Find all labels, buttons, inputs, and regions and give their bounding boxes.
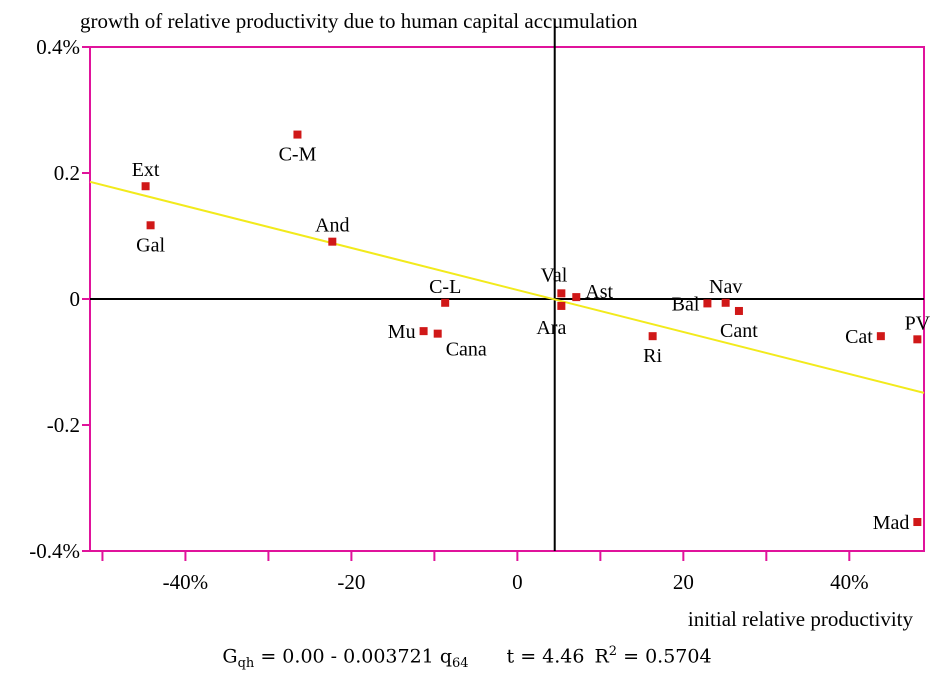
data-point-marker — [557, 289, 566, 298]
data-point-label: Gal — [136, 234, 165, 256]
t-statistic: t = 4.46 — [506, 645, 585, 668]
data-point-label: And — [315, 215, 349, 237]
data-point-label: PV — [905, 312, 931, 334]
r2-label: R — [594, 645, 609, 668]
x-tick-label: 0 — [512, 570, 523, 594]
y-tick-label: 0.2 — [54, 161, 80, 185]
data-point-marker — [293, 130, 302, 139]
data-point-label: Val — [541, 264, 568, 286]
x-axis-label: initial relative productivity — [688, 607, 914, 631]
data-point-label: Ara — [536, 317, 566, 339]
data-point-marker — [913, 518, 922, 527]
x-tick-label: 20 — [673, 570, 694, 594]
data-point-marker — [146, 221, 155, 230]
equation-rhs-sub: 64 — [451, 656, 469, 672]
data-point-label: Cana — [446, 339, 487, 361]
data-point-marker — [572, 293, 581, 302]
data-point-label: Ast — [585, 281, 613, 303]
y-axis-ticks: 0.4% 0.2 0 -0.2 -0.4% — [29, 35, 90, 563]
y-tick-label: 0 — [70, 287, 81, 311]
equation-rhs: = 0.00 - 0.003721 q — [254, 645, 452, 668]
data-point-label: C-L — [429, 276, 461, 298]
fit-line — [89, 180, 925, 394]
data-point-label: C-M — [279, 144, 317, 166]
data-point-marker — [419, 327, 428, 336]
equation-lhs: G — [222, 645, 238, 668]
fit-line-group — [89, 180, 925, 394]
data-point-label: Mad — [873, 512, 910, 534]
data-point-label: Bal — [672, 293, 700, 315]
data-point-marker — [648, 332, 657, 341]
x-tick-label: 40% — [830, 570, 869, 594]
y-tick-label: 0.4% — [36, 35, 80, 59]
data-point-label: Cant — [720, 320, 758, 342]
regression-equation: Gqh = 0.00 - 0.003721 q64 t = 4.46 R2 = 0.… — [0, 644, 934, 671]
data-point-marker — [913, 335, 922, 344]
data-point-marker — [703, 299, 712, 308]
data-point-label: Cat — [845, 326, 873, 348]
data-point-marker — [734, 306, 743, 315]
y-tick-label: -0.2 — [47, 413, 80, 437]
reference-lines — [90, 19, 924, 551]
r2-value: = 0.5704 — [617, 645, 712, 668]
r2-sup: 2 — [608, 644, 618, 659]
x-tick-label: -40% — [163, 570, 209, 594]
data-points: Ext Gal C-M And C-L Mu Cana Val Ara Ast Ri Bal Nav Ca… — [132, 130, 931, 534]
chart-title: growth of relative productivity due to h… — [80, 9, 638, 33]
equation-lhs-sub: qh — [237, 656, 255, 672]
data-point-label: Mu — [388, 321, 416, 343]
data-point-label: Ext — [132, 159, 160, 181]
data-point-label: Nav — [709, 276, 742, 298]
x-tick-label: -20 — [337, 570, 365, 594]
data-point-marker — [441, 298, 450, 307]
data-point-marker — [328, 237, 337, 246]
data-point-marker — [721, 298, 730, 307]
data-point-label: Ri — [643, 345, 662, 367]
data-point-marker — [876, 332, 885, 341]
data-point-marker — [141, 182, 150, 191]
data-point-marker — [433, 329, 442, 338]
x-axis-ticks: -40% -20 0 20 40% — [101, 551, 869, 594]
y-tick-label: -0.4% — [29, 539, 80, 563]
data-point-marker — [557, 301, 566, 310]
